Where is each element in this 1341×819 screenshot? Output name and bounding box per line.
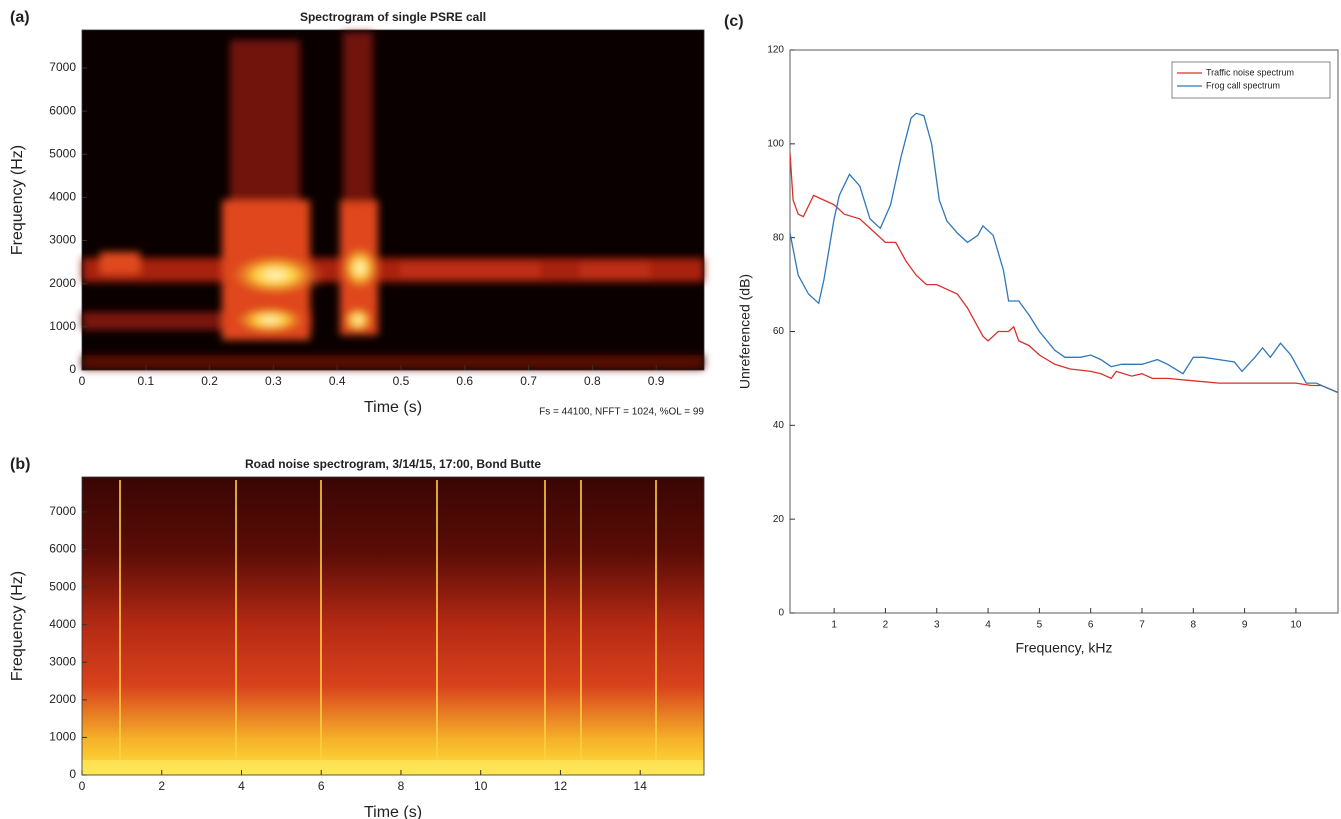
y-tick-label: 0	[69, 362, 76, 376]
x-tick-label: 0.1	[137, 374, 154, 388]
x-tick-label: 4	[985, 620, 991, 631]
y-tick-label: 40	[773, 420, 785, 431]
x-tick-label: 7	[1139, 620, 1145, 631]
y-tick-label: 7000	[49, 60, 76, 74]
legend-label: Frog call spectrum	[1206, 80, 1280, 90]
x-tick-label: 0.9	[648, 374, 665, 388]
x-tick-label: 9	[1242, 620, 1248, 631]
y-tick-label: 7000	[49, 504, 76, 518]
x-axis-label: Time (s)	[364, 804, 422, 819]
y-tick-label: 2000	[49, 276, 76, 290]
y-axis-label: Frequency (Hz)	[9, 571, 26, 681]
y-tick-label: 6000	[49, 542, 76, 556]
x-tick-label: 10	[1290, 620, 1302, 631]
legend-box	[1171, 61, 1331, 99]
y-tick-label: 5000	[49, 579, 76, 593]
x-tick-label: 12	[554, 779, 568, 793]
legend-label: Traffic noise spectrum	[1206, 67, 1294, 77]
x-tick-label: 0	[79, 374, 86, 388]
y-tick-label: 5000	[49, 146, 76, 160]
x-tick-label: 4	[238, 779, 245, 793]
spectrogram-image	[82, 477, 704, 775]
x-tick-label: 8	[398, 779, 405, 793]
y-tick-label: 4000	[49, 617, 76, 631]
x-tick-label: 2	[883, 620, 889, 631]
y-axis-label: Frequency (Hz)	[9, 145, 26, 255]
plot-frame	[81, 29, 705, 371]
chart-title: Spectrogram of single PSRE call	[300, 10, 486, 24]
y-tick-label: 80	[773, 232, 785, 243]
y-tick-label: 0	[69, 767, 76, 781]
x-axis-label: Frequency, kHz	[1016, 640, 1113, 656]
y-tick-label: 0	[778, 608, 784, 619]
y-tick-label: 3000	[49, 654, 76, 668]
x-tick-label: 0.3	[265, 374, 282, 388]
plot-frame	[81, 476, 705, 776]
x-tick-label: 14	[634, 779, 648, 793]
panel-label: (c)	[724, 13, 744, 30]
y-tick-label: 1000	[49, 319, 76, 333]
annotation: Fs = 44100, NFFT = 1024, %OL = 99	[539, 407, 704, 418]
plot-frame	[789, 49, 1339, 614]
x-tick-label: 2	[158, 779, 165, 793]
x-tick-label: 6	[1088, 620, 1094, 631]
panel-label: (a)	[10, 9, 30, 26]
x-tick-label: 6	[318, 779, 325, 793]
y-tick-label: 6000	[49, 103, 76, 117]
y-tick-label: 2000	[49, 692, 76, 706]
y-tick-label: 60	[773, 326, 785, 337]
x-tick-label: 0.4	[329, 374, 346, 388]
x-tick-label: 0.8	[584, 374, 601, 388]
x-axis-label: Time (s)	[364, 399, 422, 416]
panel-label: (b)	[10, 456, 30, 473]
x-tick-label: 0.6	[456, 374, 473, 388]
y-tick-label: 120	[767, 45, 784, 56]
x-tick-label: 0.2	[201, 374, 218, 388]
y-tick-label: 100	[767, 138, 784, 149]
line-series	[789, 153, 1339, 394]
y-tick-label: 4000	[49, 190, 76, 204]
x-tick-label: 3	[934, 620, 940, 631]
x-tick-label: 0.5	[393, 374, 410, 388]
x-tick-label: 5	[1037, 620, 1043, 631]
spectrogram-image	[82, 30, 704, 370]
x-tick-label: 0	[79, 779, 86, 793]
y-tick-label: 3000	[49, 233, 76, 247]
x-tick-label: 0.7	[520, 374, 537, 388]
chart-title: Road noise spectrogram, 3/14/15, 17:00, …	[245, 457, 541, 471]
x-tick-label: 1	[831, 620, 837, 631]
x-tick-label: 8	[1191, 620, 1197, 631]
x-tick-label: 10	[474, 779, 488, 793]
y-axis-label: Unreferenced (dB)	[737, 274, 753, 389]
y-tick-label: 1000	[49, 730, 76, 744]
y-tick-label: 20	[773, 514, 785, 525]
line-series	[789, 112, 1339, 394]
